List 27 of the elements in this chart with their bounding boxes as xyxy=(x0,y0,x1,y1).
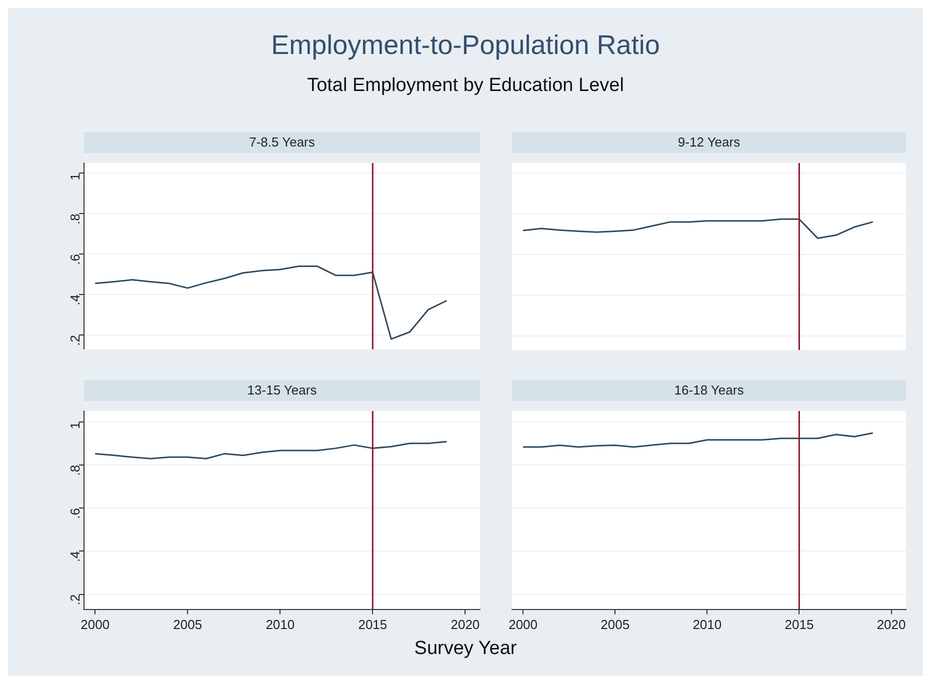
y-tick-label: .6 xyxy=(68,254,83,265)
chart-title: 16-18 Years xyxy=(674,382,744,398)
x-tick-label: 2005 xyxy=(173,616,202,632)
x-tick-label: 2005 xyxy=(600,616,630,632)
text: Total Employment by Education Level xyxy=(306,75,625,97)
y-tick-label: .2 xyxy=(68,594,83,606)
chart-title: 13-15 Years xyxy=(247,382,318,398)
y-tick-label: 1 xyxy=(68,173,83,180)
x-tick-label: 2010 xyxy=(692,616,722,632)
x-tick-label: 2020 xyxy=(876,616,906,632)
x-tick-label: 2010 xyxy=(266,616,295,632)
y-tick-label: .2 xyxy=(68,335,83,346)
y-tick-label: .4 xyxy=(68,294,83,306)
x-tick-label: 2000 xyxy=(80,616,110,632)
chart-title: 9-12 Years xyxy=(678,134,741,150)
y-tick-label: .4 xyxy=(68,551,83,562)
y-tick-label: .6 xyxy=(68,508,83,519)
chart-title: 7-8.5 Years xyxy=(249,134,316,150)
x-tick-label: 2020 xyxy=(450,616,480,632)
text: Employment-to-Population Ratio xyxy=(270,30,661,61)
y-tick-label: .8 xyxy=(68,464,83,476)
text: Survey Year xyxy=(413,638,518,660)
x-tick-label: 2015 xyxy=(784,616,814,632)
y-tick-label: 1 xyxy=(68,422,83,430)
x-tick-label: 2000 xyxy=(508,616,538,632)
y-tick-label: .8 xyxy=(68,214,83,224)
x-tick-label: 2015 xyxy=(358,616,388,632)
